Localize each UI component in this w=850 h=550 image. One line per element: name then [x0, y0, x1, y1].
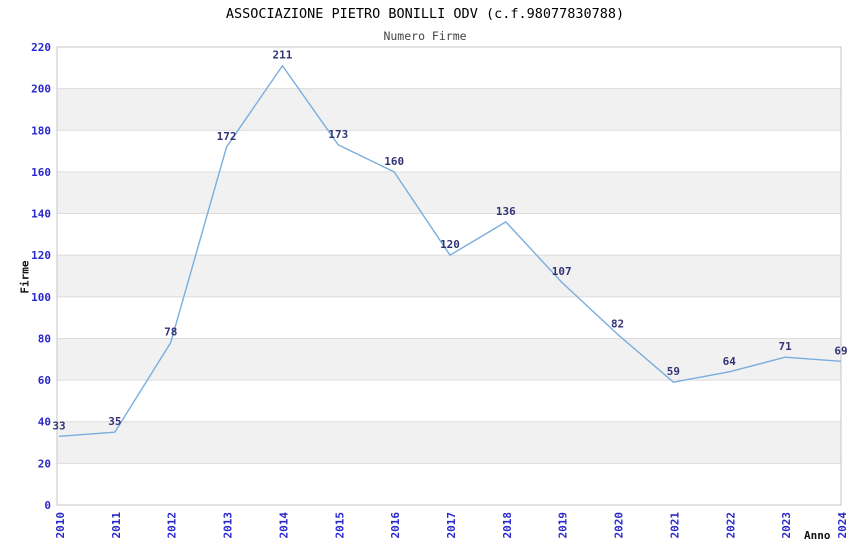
x-tick-label: 2016 — [389, 512, 402, 539]
grid-band — [57, 421, 841, 464]
point-label: 173 — [328, 128, 348, 141]
y-tick-label: 80 — [38, 332, 51, 345]
y-tick-label: 180 — [31, 124, 51, 137]
x-tick-label: 2020 — [613, 512, 626, 539]
x-tick-label: 2010 — [54, 512, 67, 539]
x-tick-label: 2013 — [222, 512, 235, 539]
point-label: 120 — [440, 238, 460, 251]
x-axis-title: Anno — [804, 529, 831, 542]
x-tick-label: 2021 — [668, 512, 681, 539]
y-tick-label: 220 — [31, 41, 51, 54]
point-label: 160 — [384, 155, 404, 168]
x-tick-label: 2012 — [166, 512, 179, 539]
y-tick-label: 40 — [38, 416, 51, 429]
plot-border — [56, 46, 842, 506]
point-label: 82 — [611, 317, 624, 330]
chart-title: ASSOCIAZIONE PIETRO BONILLI ODV (c.f.980… — [225, 6, 625, 22]
x-tick-label: 2018 — [501, 512, 514, 539]
grid-band — [57, 255, 841, 297]
point-label: 64 — [723, 355, 737, 368]
point-label: 211 — [272, 49, 292, 62]
y-tick-label: 0 — [44, 499, 51, 512]
y-tick-label: 140 — [31, 208, 51, 221]
y-tick-label: 20 — [38, 457, 51, 470]
point-label: 35 — [108, 415, 121, 428]
x-tick-label: 2011 — [110, 512, 123, 539]
y-tick-label: 200 — [31, 83, 51, 96]
grid-band — [57, 171, 841, 214]
chart-subtitle: Numero Firme — [383, 29, 467, 43]
x-tick-label: 2024 — [836, 512, 849, 539]
x-tick-label: 2015 — [333, 512, 346, 539]
point-label: 136 — [496, 205, 516, 218]
point-label: 107 — [552, 265, 572, 278]
y-tick-label: 120 — [31, 249, 51, 262]
point-label: 33 — [52, 419, 65, 432]
x-tick-label: 2019 — [557, 512, 570, 539]
y-tick-label: 100 — [31, 291, 51, 304]
y-tick-label: 160 — [31, 166, 51, 179]
series-line — [58, 65, 842, 437]
x-tick-label: 2017 — [445, 512, 458, 539]
point-label: 71 — [779, 340, 793, 353]
point-label: 172 — [217, 130, 237, 143]
point-label: 69 — [834, 344, 847, 357]
grid-band — [57, 338, 841, 381]
point-label: 59 — [667, 365, 680, 378]
x-tick-label: 2022 — [724, 512, 737, 539]
grid-band — [57, 88, 841, 131]
point-label: 78 — [164, 326, 177, 339]
x-tick-label: 2014 — [277, 512, 290, 539]
x-tick-label: 2023 — [780, 512, 793, 539]
y-tick-label: 60 — [38, 374, 51, 387]
